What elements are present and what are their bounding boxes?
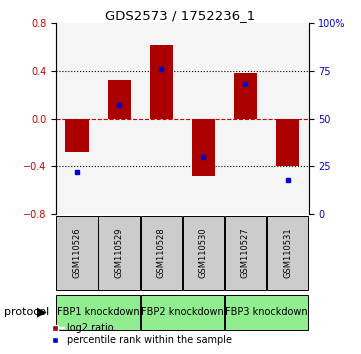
Text: FBP1 knockdown: FBP1 knockdown: [57, 307, 139, 318]
Bar: [225, 216, 266, 291]
Text: GSM110531: GSM110531: [283, 228, 292, 279]
Bar: [192, 119, 215, 176]
Text: FBP3 knockdown: FBP3 knockdown: [225, 307, 308, 318]
Text: GSM110526: GSM110526: [73, 228, 82, 279]
Text: GDS2573 / 1752236_1: GDS2573 / 1752236_1: [105, 9, 256, 22]
Bar: [234, 73, 257, 119]
Bar: [150, 45, 173, 119]
Text: GSM110527: GSM110527: [241, 228, 250, 279]
Bar: [183, 216, 224, 291]
Text: FBP2 knockdown: FBP2 knockdown: [141, 307, 224, 318]
Text: GSM110529: GSM110529: [115, 228, 123, 278]
Bar: [267, 216, 308, 291]
Legend: log2 ratio, percentile rank within the sample: log2 ratio, percentile rank within the s…: [41, 319, 236, 349]
Bar: [225, 295, 308, 330]
Bar: [65, 119, 88, 152]
Bar: [140, 216, 182, 291]
Bar: [276, 119, 299, 166]
Bar: [56, 216, 97, 291]
Bar: [108, 80, 131, 119]
Text: GSM110528: GSM110528: [157, 228, 166, 279]
Text: ▶: ▶: [37, 306, 46, 319]
Bar: [140, 295, 224, 330]
Bar: [56, 295, 140, 330]
Bar: [99, 216, 140, 291]
Text: protocol: protocol: [4, 307, 49, 318]
Text: GSM110530: GSM110530: [199, 228, 208, 279]
